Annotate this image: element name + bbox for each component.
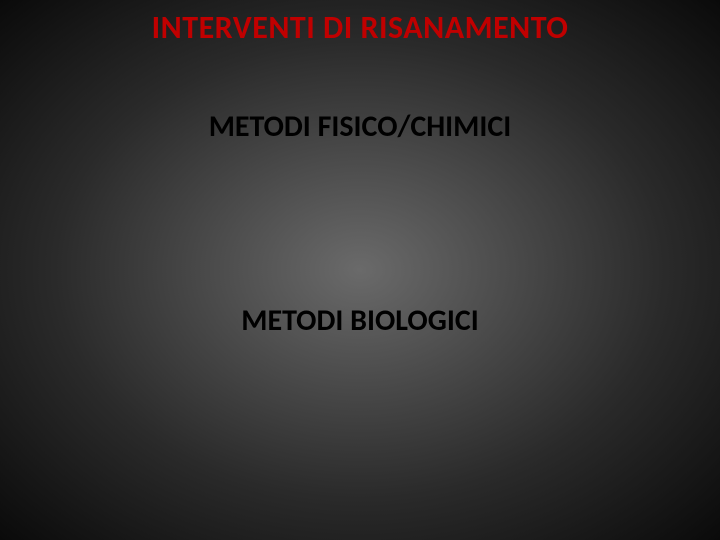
slide-container: INTERVENTI DI RISANAMENTO METODI FISICO/… <box>0 0 720 540</box>
slide-title: INTERVENTI DI RISANAMENTO <box>0 8 720 47</box>
slide-subtitle-2: METODI BIOLOGICI <box>0 302 720 339</box>
slide-subtitle-1: METODI FISICO/CHIMICI <box>0 108 720 145</box>
